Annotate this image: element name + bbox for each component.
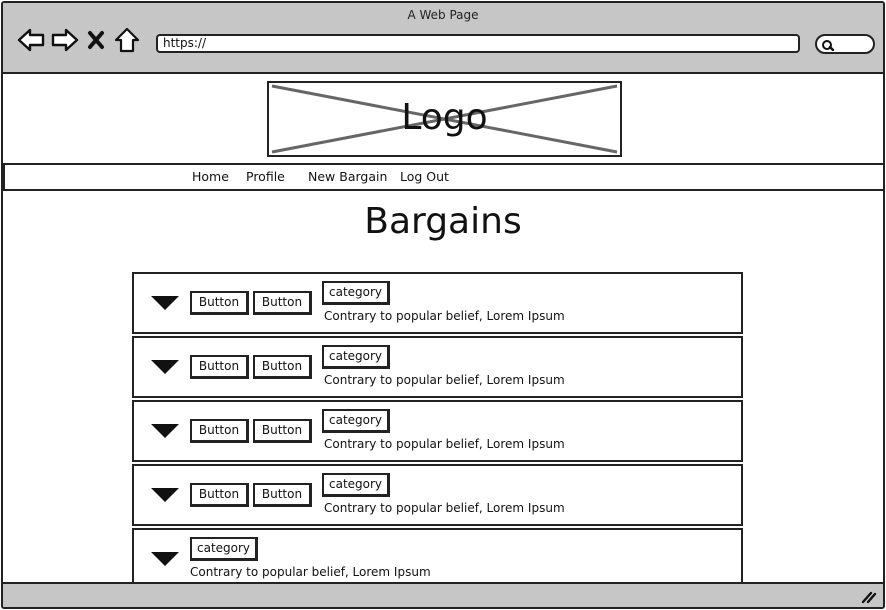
triangle-down-icon[interactable] [151,360,179,374]
bargain-button-1[interactable]: Button [190,291,249,315]
nav-log-out[interactable]: Log Out [400,169,449,184]
arrow-right-icon[interactable] [50,25,80,55]
bargain-button-2[interactable]: Button [253,483,312,507]
bargain-description: Contrary to popular belief, Lorem Ipsum [190,565,431,579]
bargain-description: Contrary to popular belief, Lorem Ipsum [324,373,565,387]
logo-placeholder: Logo [267,81,622,157]
bargain-item: Button Button category Contrary to popul… [132,464,743,526]
logo-text: Logo [401,97,488,138]
bargain-button-1[interactable]: Button [190,483,249,507]
main-nav: Home Profile New Bargain Log Out [3,163,883,191]
triangle-down-icon[interactable] [151,296,179,310]
bargain-button-1[interactable]: Button [190,355,249,379]
bargain-button-2[interactable]: Button [253,355,312,379]
bargain-item: category Contrary to popular belief, Lor… [132,528,743,588]
bargain-description: Contrary to popular belief, Lorem Ipsum [324,437,565,451]
bargain-description: Contrary to popular belief, Lorem Ipsum [324,309,565,323]
status-bar [3,582,883,607]
page-title: Bargains [364,201,522,242]
bargain-button-1[interactable]: Button [190,419,249,443]
address-bar[interactable]: https:// [156,34,800,53]
home-icon[interactable] [112,25,142,55]
triangle-down-icon[interactable] [151,424,179,438]
search-field[interactable] [815,34,875,54]
bargain-item: Button Button category Contrary to popul… [132,272,743,334]
category-tag[interactable]: category [322,281,391,305]
close-icon[interactable] [84,25,108,55]
nav-home[interactable]: Home [192,169,229,184]
browser-nav-buttons [16,25,146,55]
bargain-description: Contrary to popular belief, Lorem Ipsum [324,501,565,515]
browser-chrome: A Web Page https:// [3,3,883,74]
category-tag[interactable]: category [190,537,259,561]
nav-new-bargain[interactable]: New Bargain [308,169,388,184]
bargain-item: Button Button category Contrary to popul… [132,400,743,462]
category-tag[interactable]: category [322,409,391,433]
resize-grip-icon[interactable] [861,590,877,604]
category-tag[interactable]: category [322,345,391,369]
bargain-item: Button Button category Contrary to popul… [132,336,743,398]
triangle-down-icon[interactable] [151,552,179,566]
category-tag[interactable]: category [322,473,391,497]
image-placeholder-icon [271,84,618,154]
arrow-left-icon[interactable] [16,25,46,55]
bargain-button-2[interactable]: Button [253,291,312,315]
triangle-down-icon[interactable] [151,488,179,502]
bargain-button-2[interactable]: Button [253,419,312,443]
window-title: A Web Page [407,8,479,22]
search-icon [822,40,835,51]
nav-profile[interactable]: Profile [246,169,285,184]
